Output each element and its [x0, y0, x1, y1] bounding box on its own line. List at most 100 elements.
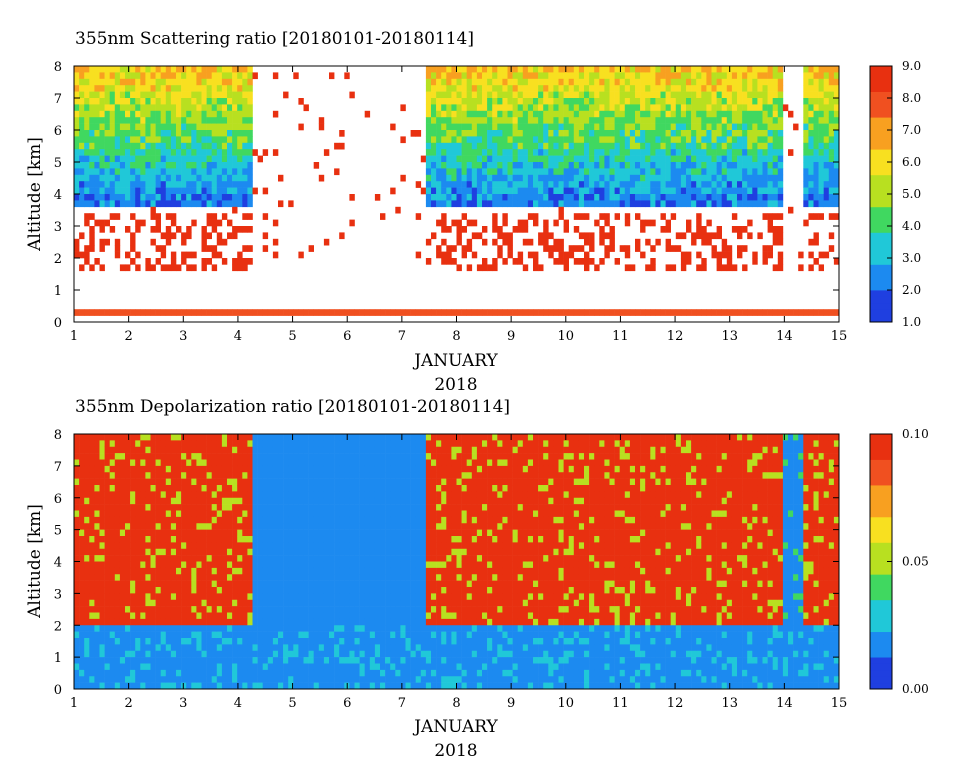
heat-cell: [221, 618, 228, 626]
heat-cell: [94, 497, 100, 505]
heat-cell: [533, 98, 539, 105]
heat-cell: [186, 174, 192, 182]
heat-cell: [242, 657, 248, 664]
heat-cell: [252, 663, 258, 671]
heat-cell: [466, 187, 473, 195]
heat-cell: [497, 168, 503, 176]
heat-cell: [573, 110, 580, 118]
heat-cell: [206, 245, 212, 252]
heat-cell: [803, 219, 809, 227]
heat-cell: [170, 669, 177, 677]
heat-cell: [517, 181, 524, 188]
heat-cell: [619, 123, 626, 131]
heat-cell: [165, 98, 172, 105]
heat-cell: [471, 194, 478, 201]
heat-cell: [461, 117, 467, 124]
heat-cell: [283, 523, 289, 530]
heat-cell: [609, 98, 615, 105]
heat-cell: [216, 251, 223, 259]
heat-cell: [548, 168, 554, 176]
heat-cell: [614, 187, 620, 195]
heat-cell: [823, 309, 830, 316]
heat-cell: [813, 98, 819, 105]
heat-cell: [257, 625, 263, 632]
heat-cell: [563, 264, 569, 272]
heat-cell: [221, 446, 228, 454]
heat-cell: [752, 117, 758, 124]
heat-cell: [619, 117, 626, 124]
heat-cell: [288, 478, 294, 486]
heat-cell: [446, 142, 452, 150]
heat-cell: [293, 587, 299, 594]
heat-cell: [487, 264, 493, 272]
heat-cell: [206, 542, 212, 550]
heat-cell: [288, 631, 294, 639]
heat-cell: [604, 187, 610, 195]
heat-cell: [670, 104, 677, 112]
heat-cell: [140, 485, 146, 492]
heat-cell: [655, 66, 661, 73]
heat-cell: [680, 309, 687, 316]
heat-cell: [247, 644, 253, 652]
heat-cell: [701, 174, 707, 182]
heat-cell: [767, 149, 773, 156]
heat-cell: [278, 309, 284, 316]
heat-cell: [461, 142, 467, 150]
heat-cell: [767, 155, 773, 163]
heat-cell: [772, 155, 779, 163]
heat-cell: [140, 309, 146, 316]
heat-cell: [89, 168, 95, 176]
heat-cell: [247, 650, 253, 658]
heat-cell: [84, 631, 90, 639]
heat-cell: [104, 625, 110, 632]
heat-cell: [278, 459, 284, 467]
heat-cell: [828, 181, 835, 188]
heat-cell: [125, 504, 131, 511]
heat-cell: [242, 200, 248, 208]
heat-cell: [471, 136, 478, 144]
heat-cell: [257, 504, 263, 511]
heat-cell: [252, 561, 258, 569]
heat-cell: [176, 663, 182, 671]
heat-cell: [119, 72, 126, 80]
heat-cell: [538, 98, 544, 105]
heat-cell: [201, 91, 207, 99]
heat-cell: [201, 497, 207, 505]
heat-cell: [252, 657, 258, 664]
chart-title-depolarization: 355nm Depolarization ratio [20180101-201…: [75, 397, 510, 417]
heat-cell: [731, 213, 738, 220]
heat-cell: [436, 200, 442, 208]
heat-cell: [94, 657, 100, 664]
heat-cell: [201, 434, 207, 441]
heat-cell: [247, 181, 253, 188]
heat-cell: [89, 478, 95, 486]
heat-cell: [99, 130, 105, 137]
heat-cell: [558, 155, 564, 163]
heat-cell: [502, 91, 508, 99]
heat-cell: [818, 174, 824, 182]
heat-cell: [211, 548, 218, 556]
heat-cell: [604, 66, 610, 73]
heat-cell: [584, 309, 590, 316]
heat-cell: [216, 446, 223, 454]
heat-cell: [242, 85, 248, 92]
heat-cell: [731, 200, 738, 208]
heat-cell: [293, 561, 299, 569]
heat-cell: [227, 491, 233, 499]
heat-cell: [227, 485, 233, 492]
heat-cell: [680, 162, 687, 169]
heat-cell: [777, 142, 784, 150]
heat-cell: [640, 123, 646, 131]
heat-cell: [670, 66, 677, 73]
x-ticks: 1 2 3 4 5 6 7 8 9 10 11 12 13 14 15: [70, 66, 847, 344]
heat-cell: [619, 168, 626, 176]
heat-cell: [466, 66, 473, 73]
heat-cell: [471, 98, 478, 105]
heat-cell: [252, 491, 258, 499]
heat-cell: [390, 309, 396, 316]
heat-cell: [640, 98, 646, 105]
heat-cell: [538, 85, 544, 92]
heat-cell: [247, 574, 253, 581]
heat-cell: [558, 194, 564, 201]
heat-cell: [604, 309, 610, 316]
